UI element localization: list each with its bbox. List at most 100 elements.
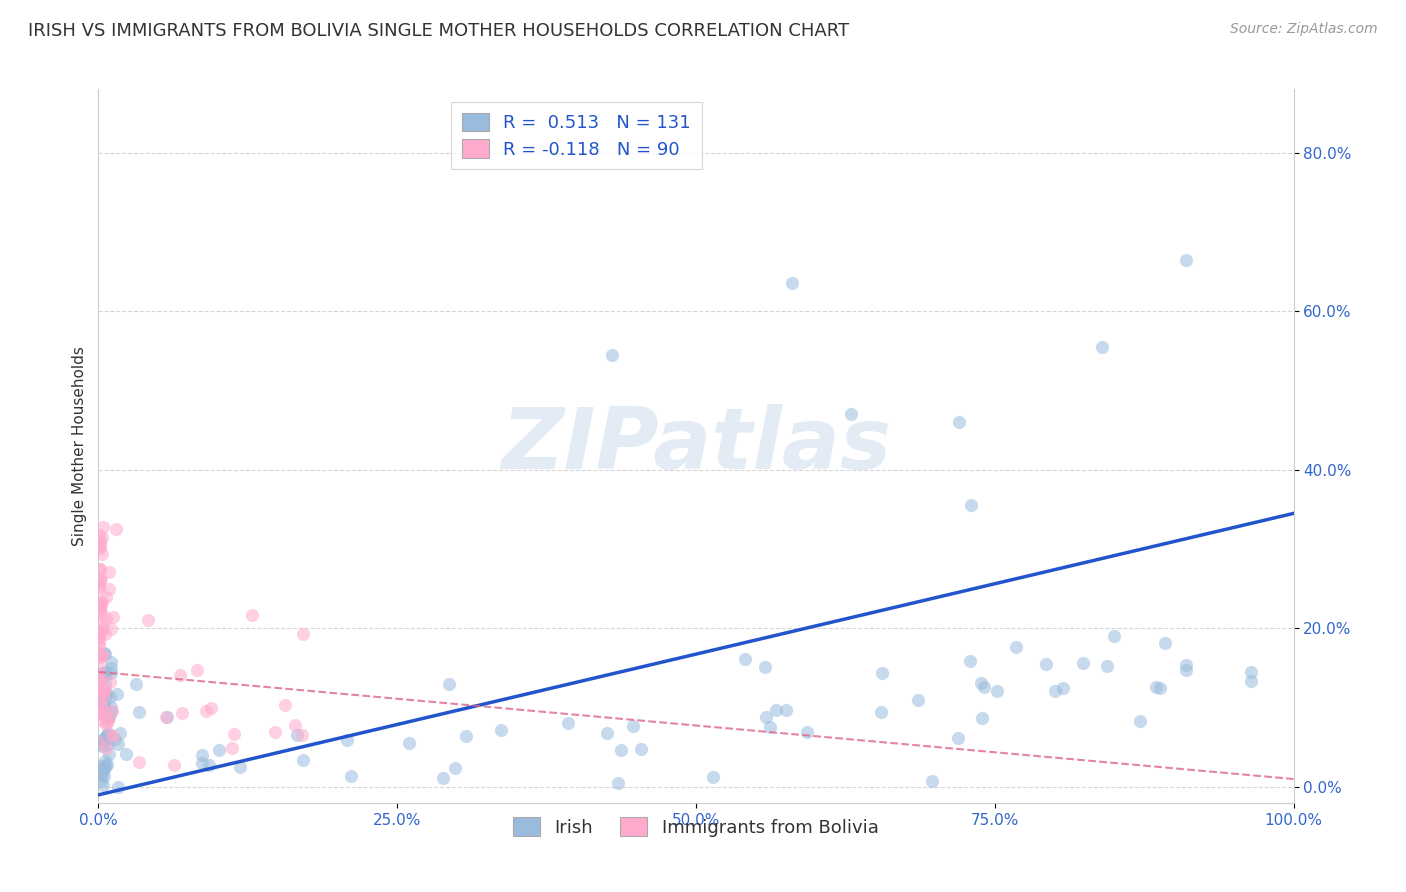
Point [94, 717, 117, 731]
Point [291, 728, 314, 742]
Point [100, 655, 122, 669]
Point [105, 687, 128, 701]
Point [1154, 636, 1177, 650]
Point [94, 714, 117, 729]
Point [87, 647, 110, 661]
Point [170, 706, 193, 720]
Point [91, 520, 114, 534]
Point [105, 522, 128, 536]
Point [89, 669, 111, 683]
Point [125, 677, 148, 691]
Point [264, 725, 287, 739]
Point [90, 697, 112, 711]
Point [97, 582, 120, 596]
Point [89, 578, 111, 592]
Point [87, 660, 110, 674]
Point [87, 631, 110, 645]
Point [107, 780, 129, 794]
Point [89, 624, 111, 639]
Point [169, 668, 191, 682]
Point [91, 648, 114, 662]
Point [100, 622, 122, 636]
Point [198, 757, 221, 772]
Point [93, 754, 115, 768]
Text: ZIPatlas: ZIPatlas [501, 404, 891, 488]
Point [90, 739, 112, 753]
Point [96, 590, 118, 604]
Point [94, 647, 117, 661]
Point [432, 771, 454, 785]
Point [94, 611, 117, 625]
Point [489, 723, 512, 738]
Point [89, 573, 111, 587]
Point [103, 610, 125, 624]
Point [1174, 657, 1197, 672]
Point [439, 677, 461, 691]
Point [94, 665, 117, 679]
Point [115, 747, 138, 762]
Point [90, 774, 112, 789]
Point [96, 756, 118, 771]
Point [93, 646, 115, 660]
Point [89, 630, 111, 644]
Point [1095, 658, 1118, 673]
Point [89, 737, 111, 751]
Point [398, 736, 420, 750]
Point [89, 705, 111, 719]
Point [607, 776, 630, 790]
Text: Source: ZipAtlas.com: Source: ZipAtlas.com [1230, 22, 1378, 37]
Point [1091, 340, 1114, 354]
Point [596, 725, 619, 739]
Point [91, 765, 114, 780]
Point [91, 705, 114, 719]
Point [200, 701, 222, 715]
Point [128, 755, 150, 769]
Point [93, 702, 115, 716]
Point [284, 718, 307, 732]
Point [156, 710, 179, 724]
Point [87, 696, 110, 710]
Point [94, 733, 117, 747]
Point [1144, 680, 1167, 694]
Point [100, 728, 122, 742]
Point [291, 753, 314, 767]
Point [89, 678, 111, 692]
Point [759, 720, 782, 734]
Point [90, 690, 112, 705]
Point [108, 726, 131, 740]
Point [186, 663, 208, 677]
Point [191, 747, 214, 762]
Point [285, 728, 308, 742]
Point [796, 725, 818, 739]
Point [97, 714, 120, 728]
Point [557, 716, 579, 731]
Point [454, 730, 477, 744]
Point [89, 638, 111, 652]
Point [89, 537, 111, 551]
Point [87, 636, 110, 650]
Point [90, 681, 112, 696]
Point [94, 686, 117, 700]
Point [775, 703, 797, 717]
Point [207, 743, 229, 757]
Point [959, 654, 981, 668]
Point [98, 566, 121, 580]
Point [87, 706, 110, 721]
Point [1239, 665, 1261, 680]
Point [89, 608, 111, 623]
Legend: Irish, Immigrants from Bolivia: Irish, Immigrants from Bolivia [506, 810, 886, 844]
Point [90, 649, 112, 664]
Point [100, 666, 122, 681]
Point [91, 690, 114, 704]
Point [734, 651, 756, 665]
Point [921, 774, 943, 789]
Point [91, 778, 114, 792]
Point [1175, 252, 1198, 267]
Point [89, 533, 111, 548]
Point [90, 701, 112, 715]
Point [94, 689, 117, 703]
Point [93, 683, 115, 698]
Point [93, 762, 115, 776]
Point [274, 698, 297, 713]
Point [96, 728, 118, 742]
